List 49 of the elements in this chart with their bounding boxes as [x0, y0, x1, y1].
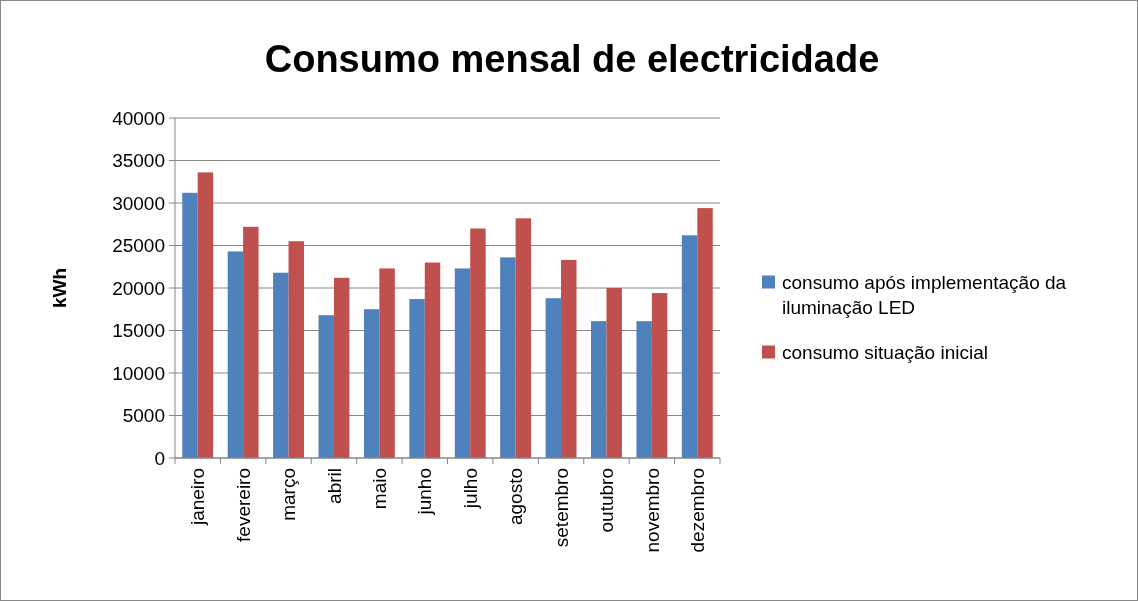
y-tick-label: 10000 [112, 362, 165, 384]
bar [545, 298, 562, 458]
x-tick-label: maio [369, 468, 391, 510]
x-tick-label: setembro [550, 468, 572, 548]
bar [697, 208, 713, 458]
chart-title: Consumo mensal de electricidade [264, 38, 880, 80]
x-tick-label: julho [459, 468, 481, 510]
y-tick-label: 30000 [112, 192, 165, 214]
bar [288, 241, 304, 458]
legend-label: consumo situação inicial [782, 342, 988, 364]
y-tick-label: 15000 [112, 320, 165, 342]
bar [318, 315, 334, 458]
bar [515, 218, 532, 458]
bar [651, 293, 668, 458]
x-tick-label: outubro [596, 468, 618, 533]
y-tick-label: 20000 [112, 277, 165, 299]
bar [227, 251, 244, 458]
bar [454, 268, 471, 458]
bar [379, 268, 395, 458]
bar [409, 299, 425, 458]
y-axis-title: kWh [49, 267, 70, 309]
bar [273, 272, 289, 458]
bar [424, 262, 441, 458]
bar [470, 228, 486, 458]
x-tick-label: fevereiro [232, 468, 254, 542]
y-tick-label: 25000 [112, 235, 165, 257]
x-tick-label: junho [414, 468, 436, 516]
bar [333, 277, 350, 458]
bar [561, 259, 577, 458]
x-tick-label: novembro [641, 468, 663, 553]
x-tick-label: janeiro [187, 468, 209, 527]
y-tick-label: 40000 [112, 107, 165, 129]
bar [182, 192, 198, 458]
bar [243, 226, 259, 458]
x-tick-label: março [278, 468, 300, 521]
bar [197, 172, 214, 458]
x-tick-label: dezembro [686, 468, 708, 553]
bar [606, 288, 622, 458]
bar [363, 309, 380, 458]
bar [681, 235, 698, 458]
bar [636, 321, 652, 458]
x-tick-label: abril [323, 468, 345, 504]
bar [591, 321, 607, 458]
y-tick-label: 35000 [112, 150, 165, 172]
y-tick-label: 5000 [122, 405, 165, 427]
bar [500, 257, 516, 458]
x-tick-label: agosto [505, 468, 527, 526]
y-tick-label: 0 [154, 447, 165, 469]
legend-label: consumo após implementação da iluminação LED [782, 272, 1067, 319]
